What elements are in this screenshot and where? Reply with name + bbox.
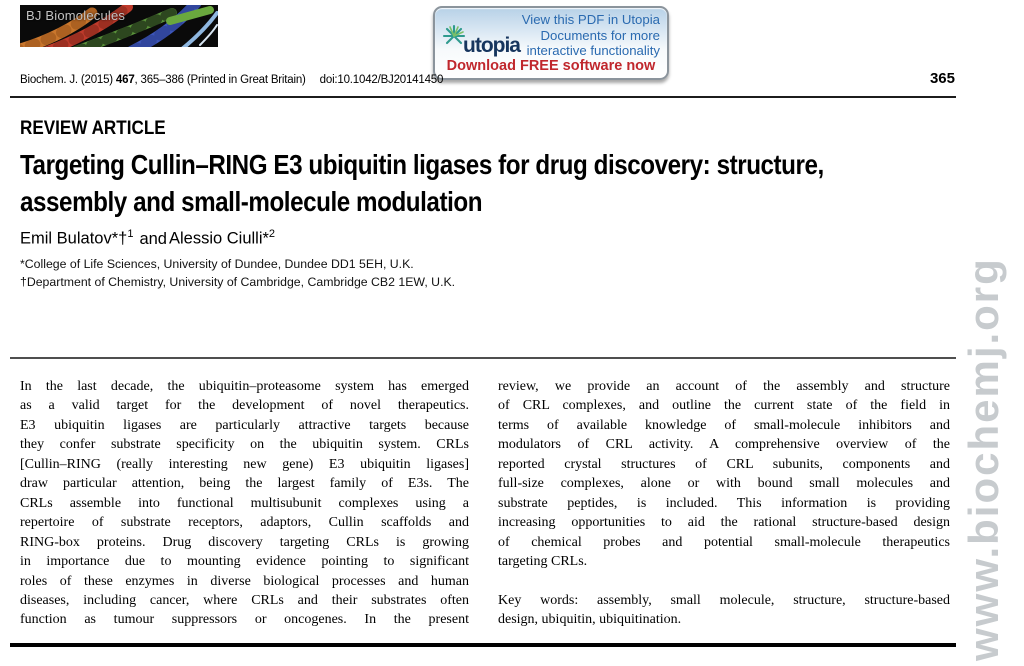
protein-ribbons-graphic — [20, 5, 218, 47]
utopia-logo: utopia — [442, 24, 521, 57]
abstract-left-column: In the last decade, the ubiquitin–protea… — [20, 379, 469, 628]
citation-row: Biochem. J. (2015) 467, 365–386 (Printed… — [20, 70, 955, 92]
abstract-bottom-rule — [10, 643, 956, 647]
page-number: 365 — [929, 70, 955, 87]
affiliations: *College of Life Sciences, University of… — [20, 257, 456, 289]
citation-pages: , 365–386 (Printed in Great Britain) — [134, 74, 306, 86]
abstract-top-rule — [10, 357, 956, 359]
journal-banner: BJ Biomolecules — [20, 5, 218, 47]
author-line: Emil Bulatov*†1 and Alessio Ciulli*2 — [20, 228, 275, 249]
banner-label: BJ Biomolecules — [26, 8, 126, 23]
utopia-starburst-icon — [442, 24, 466, 45]
article-type-kicker: REVIEW ARTICLE — [20, 118, 166, 139]
abstract-right-paragraph: review, we provide an account of the ass… — [498, 379, 950, 570]
author-2-footnote: 2 — [268, 228, 276, 240]
utopia-promo-banner[interactable]: utopia View this PDF in Utopia Documents … — [433, 6, 669, 80]
citation-doi: doi:10.1042/BJ20141450 — [319, 74, 444, 86]
author-2: Alessio Ciulli — [168, 229, 263, 248]
author-1-footnote: 1 — [127, 228, 134, 240]
header-rule — [10, 96, 956, 98]
utopia-promo-text: View this PDF in Utopia Documents for mor… — [521, 12, 660, 58]
author-2-marks: * — [262, 229, 269, 248]
article-title: Targeting Cullin–RING E3 ubiquitin ligas… — [20, 149, 824, 217]
keywords-paragraph: Key words: assembly, small molecule, str… — [498, 592, 950, 628]
author-1: Emil Bulatov — [20, 229, 112, 248]
author-connector: and — [139, 229, 167, 248]
citation-journal: Biochem. J. (2015) — [20, 74, 116, 86]
abstract-right-column: review, we provide an account of the ass… — [498, 377, 950, 630]
journal-url-watermark: www.biochemj.org — [960, 257, 1007, 661]
citation-volume: 467 — [115, 74, 135, 86]
utopia-download-link[interactable]: Download FREE software now — [446, 58, 656, 74]
utopia-logo-text: utopia — [463, 34, 521, 57]
author-1-marks: *† — [111, 229, 128, 248]
